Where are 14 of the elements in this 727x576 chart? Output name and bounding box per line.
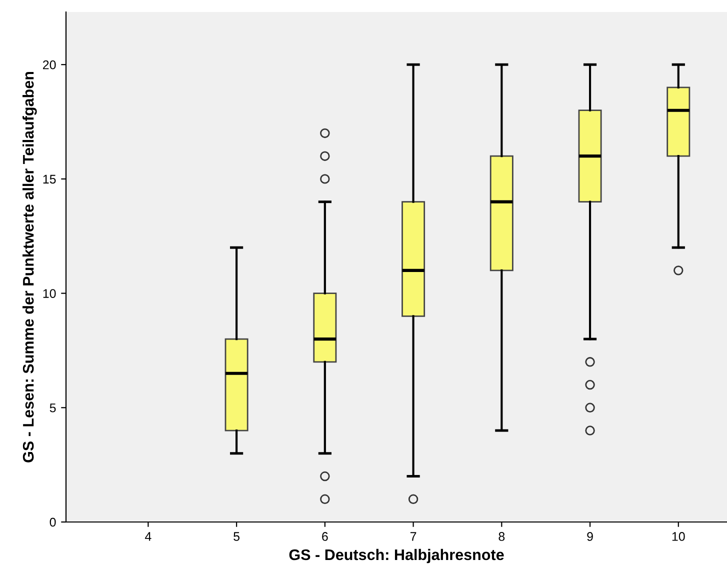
y-tick-label: 10 (43, 289, 56, 298)
x-tick-label: 7 (410, 532, 416, 541)
y-tick-label: 20 (43, 60, 56, 70)
x-tick-label: 4 (144, 532, 152, 541)
y-tick-label: 15 (43, 174, 56, 184)
x-tick-label: 10 (672, 532, 685, 541)
y-tick-label: 5 (50, 404, 56, 412)
x-tick-label: 8 (498, 532, 505, 541)
x-tick-label: 6 (322, 532, 328, 541)
y-tick-label: 0 (50, 518, 56, 527)
y-axis-title: GS - Lesen: Summe der Punktwerte aller Teilaufgaben (22, 72, 37, 462)
x-tick-label: 9 (587, 532, 593, 541)
x-tick-label: 5 (234, 532, 240, 541)
x-axis-title: GS - Deutsch: Halbjahresnote (289, 548, 504, 564)
